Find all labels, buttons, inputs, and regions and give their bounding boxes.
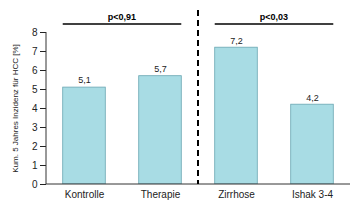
svg-text:4: 4	[32, 103, 38, 114]
svg-text:6: 6	[32, 65, 38, 76]
svg-text:5: 5	[32, 84, 38, 95]
svg-text:7: 7	[32, 46, 38, 57]
svg-text:2: 2	[32, 141, 38, 152]
svg-text:1: 1	[32, 160, 38, 171]
svg-text:Kontrolle: Kontrolle	[65, 189, 105, 200]
svg-text:4,2: 4,2	[306, 93, 319, 103]
svg-text:Kum. 5 Jahres Inzidenz für HCC: Kum. 5 Jahres Inzidenz für HCC [%]	[11, 44, 20, 173]
svg-text:5,1: 5,1	[78, 75, 91, 85]
svg-text:Zirrhose: Zirrhose	[218, 189, 255, 200]
svg-text:8: 8	[32, 27, 38, 38]
svg-text:0: 0	[32, 179, 38, 190]
svg-text:p<0,91: p<0,91	[108, 12, 136, 22]
svg-text:7,2: 7,2	[230, 36, 243, 46]
svg-text:5,7: 5,7	[154, 64, 167, 74]
svg-text:3: 3	[32, 122, 38, 133]
svg-text:Ishak 3-4: Ishak 3-4	[292, 189, 334, 200]
svg-text:p<0,03: p<0,03	[260, 12, 288, 22]
svg-text:Therapie: Therapie	[141, 189, 181, 200]
